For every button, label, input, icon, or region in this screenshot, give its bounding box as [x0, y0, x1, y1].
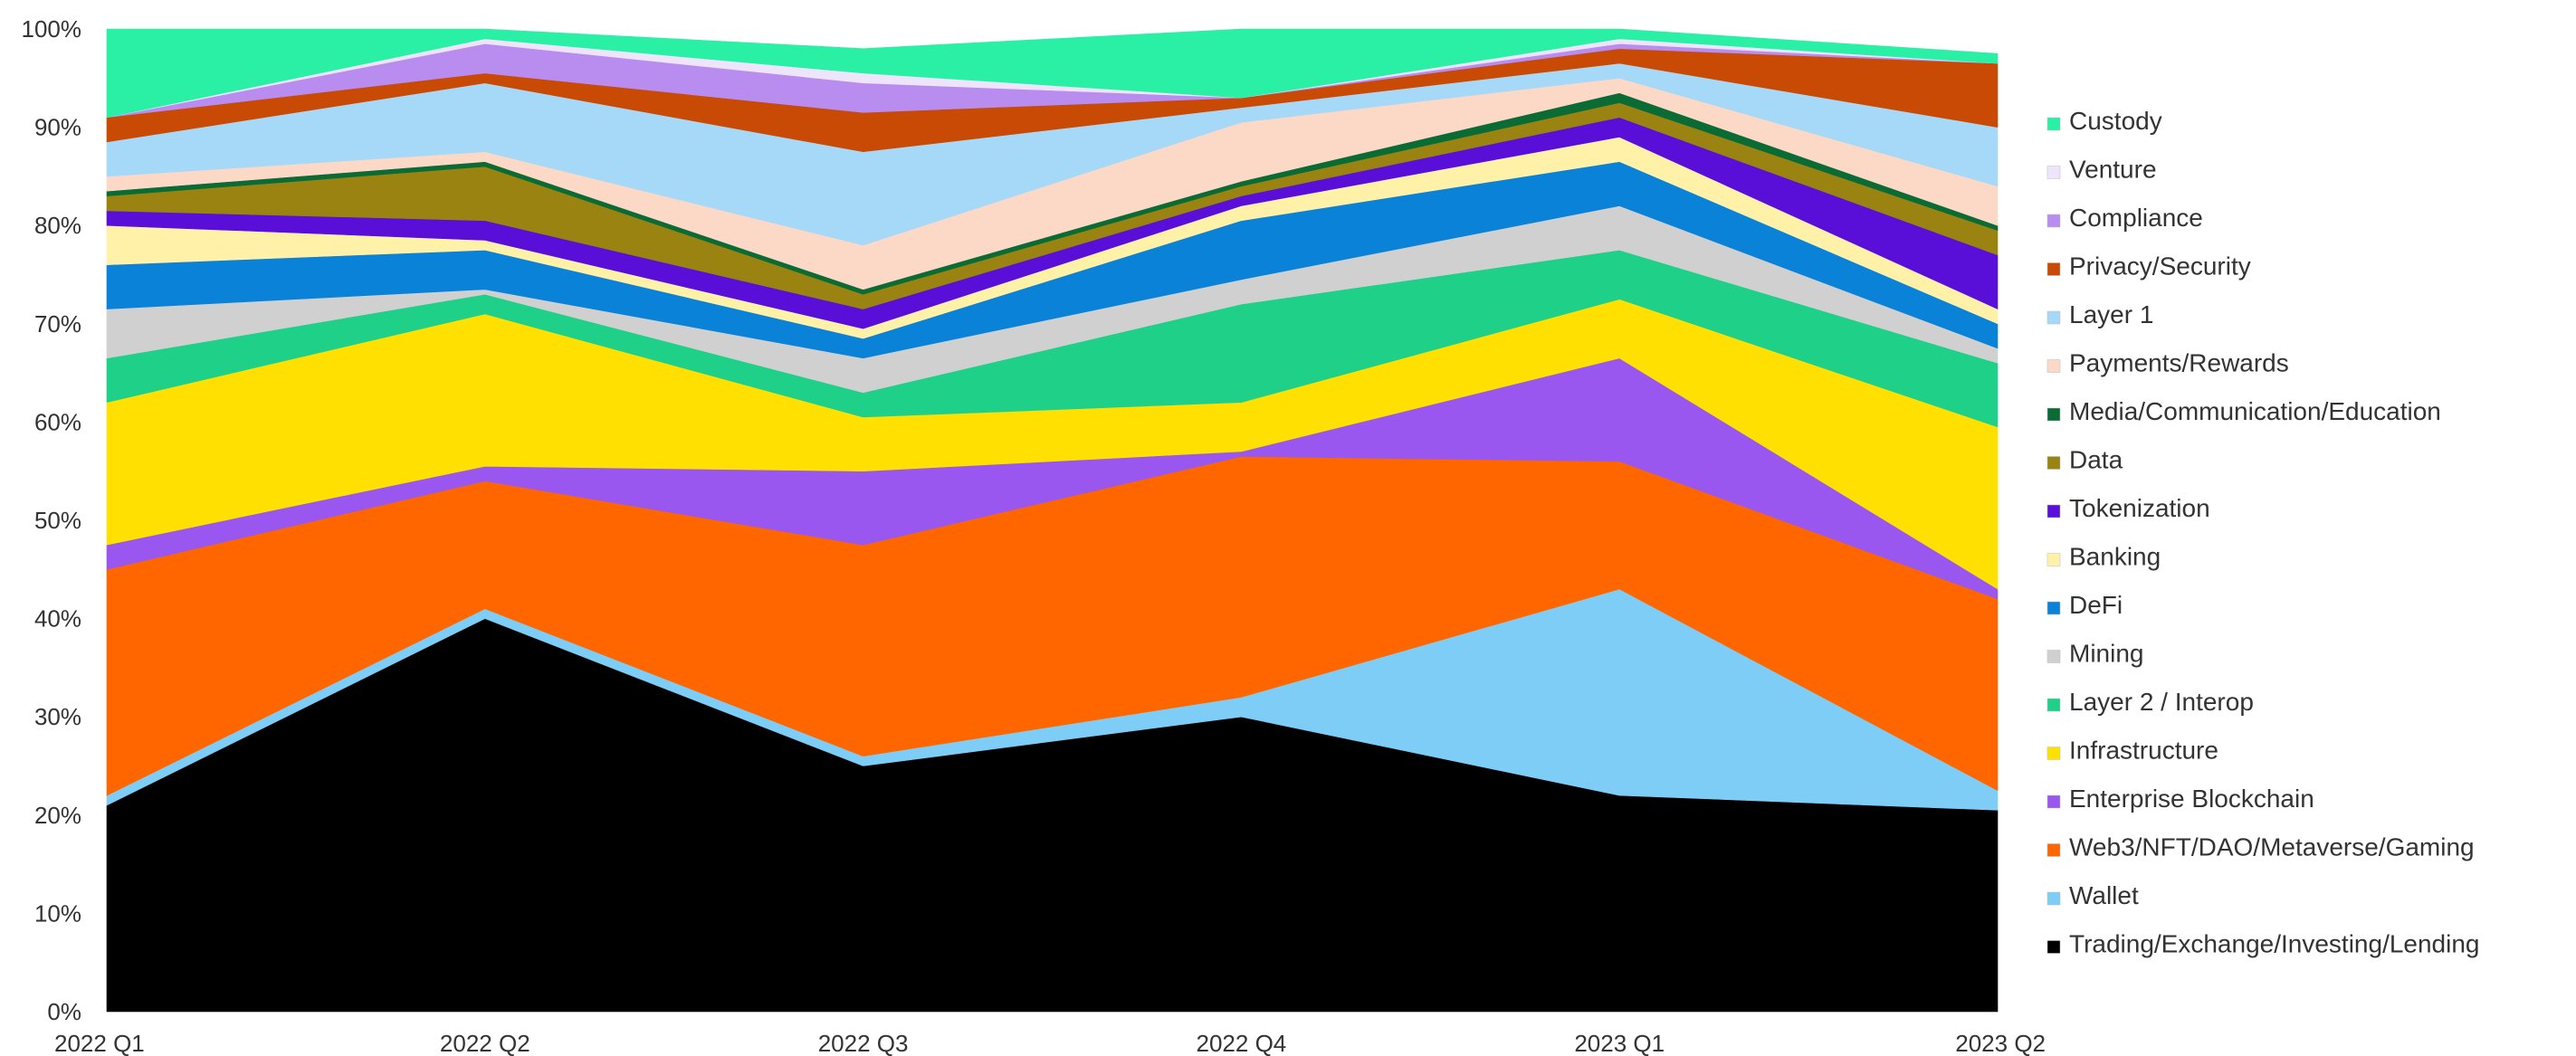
- legend-swatch: [2046, 553, 2061, 566]
- y-tick-label: 60%: [34, 408, 81, 435]
- y-tick-label: 80%: [34, 212, 81, 239]
- y-tick-label: 30%: [34, 703, 81, 730]
- legend-label: Media/Communication/Education: [2069, 397, 2441, 425]
- legend-swatch: [2046, 262, 2061, 276]
- legend-label: Wallet: [2069, 881, 2139, 909]
- legend-swatch: [2046, 940, 2061, 954]
- x-axis: 2022 Q1 2022 Q2 2022 Q3 2022 Q4 2023 Q1 2023 …: [54, 1030, 2046, 1056]
- legend-label: Trading/Exchange/Investing/Lending: [2069, 930, 2480, 958]
- x-tick-label: 2022 Q4: [1197, 1030, 1287, 1056]
- legend-swatch: [2046, 407, 2061, 422]
- legend-label: Payments/Rewards: [2069, 349, 2289, 377]
- legend-label: Enterprise Blockchain: [2069, 785, 2314, 813]
- legend-swatch: [2046, 456, 2061, 470]
- legend-label: Mining: [2069, 640, 2143, 668]
- y-tick-label: 0%: [47, 998, 81, 1025]
- legend-swatch: [2046, 310, 2061, 325]
- legend-swatch: [2046, 747, 2061, 760]
- legend-label: Infrastructure: [2069, 737, 2218, 765]
- y-tick-label: 100%: [22, 15, 82, 43]
- legend-swatch: [2046, 698, 2061, 712]
- legend-swatch: [2046, 601, 2061, 615]
- y-tick-label: 40%: [34, 605, 81, 633]
- legend-label: Web3/NFT/DAO/Metaverse/Gaming: [2069, 833, 2475, 861]
- y-tick-label: 90%: [34, 114, 81, 141]
- legend-swatch: [2046, 359, 2061, 373]
- legend-swatch: [2046, 166, 2061, 179]
- legend-swatch: [2046, 843, 2061, 857]
- x-tick-label: 2023 Q1: [1574, 1030, 1665, 1056]
- x-tick-label: 2023 Q2: [1955, 1030, 2046, 1056]
- legend-swatch: [2046, 214, 2061, 228]
- area-layer: [106, 28, 1999, 1013]
- legend-label: Tokenization: [2069, 494, 2210, 522]
- legend-label: Compliance: [2069, 204, 2203, 232]
- legend-label: Privacy/Security: [2069, 252, 2251, 281]
- y-tick-label: 20%: [34, 802, 81, 829]
- legend-label: Data: [2069, 446, 2123, 474]
- legend-swatch: [2046, 117, 2061, 131]
- legend-label: Custody: [2069, 107, 2162, 135]
- y-tick-label: 70%: [34, 310, 81, 338]
- legend-label: Layer 2 / Interop: [2069, 688, 2254, 716]
- legend: Custody Venture Compliance Privacy/Security…: [2046, 107, 2480, 958]
- legend-swatch: [2046, 891, 2061, 906]
- area-series-17: [106, 28, 1999, 119]
- legend-label: Venture: [2069, 156, 2157, 184]
- x-tick-label: 2022 Q2: [440, 1030, 530, 1056]
- x-tick-label: 2022 Q1: [54, 1030, 145, 1056]
- y-axis: 0% 10% 20% 30% 40% 50% 60% 70% 80% 90% 100%: [22, 15, 82, 1025]
- y-tick-label: 10%: [34, 899, 81, 927]
- legend-label: Banking: [2069, 543, 2161, 571]
- legend-swatch: [2046, 504, 2061, 518]
- legend-label: Layer 1: [2069, 300, 2153, 328]
- legend-swatch: [2046, 794, 2061, 809]
- legend-label: DeFi: [2069, 591, 2123, 619]
- legend-swatch: [2046, 650, 2061, 663]
- x-tick-label: 2022 Q3: [818, 1030, 909, 1056]
- y-tick-label: 50%: [34, 507, 81, 534]
